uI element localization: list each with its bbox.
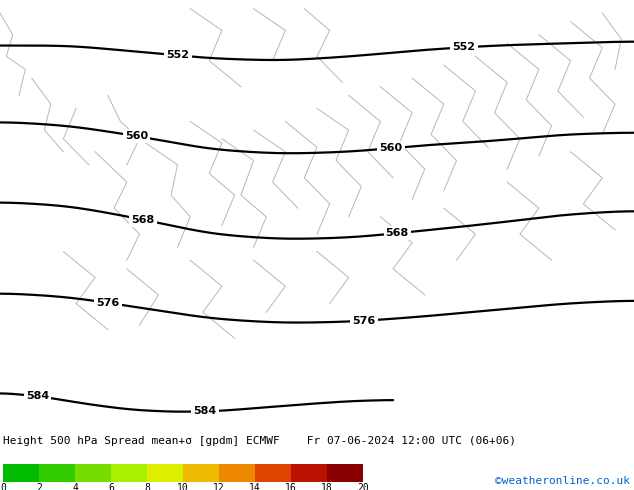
- Text: 568: 568: [131, 215, 155, 225]
- Bar: [147, 464, 183, 482]
- Text: 2: 2: [36, 483, 42, 490]
- Bar: [327, 464, 363, 482]
- Text: 14: 14: [249, 483, 261, 490]
- Text: 4: 4: [72, 483, 78, 490]
- Text: 8: 8: [144, 483, 150, 490]
- Bar: [219, 464, 255, 482]
- Text: 560: 560: [125, 131, 148, 141]
- Text: ©weatheronline.co.uk: ©weatheronline.co.uk: [495, 476, 630, 486]
- Text: 568: 568: [385, 228, 409, 238]
- Text: 10: 10: [177, 483, 189, 490]
- Text: 584: 584: [193, 406, 217, 416]
- Bar: [183, 464, 219, 482]
- Text: Height 500 hPa Spread mean+σ [gpdm] ECMWF    Fr 07-06-2024 12:00 UTC (06+06): Height 500 hPa Spread mean+σ [gpdm] ECMW…: [3, 436, 516, 446]
- Text: 552: 552: [453, 42, 476, 52]
- Bar: [111, 464, 147, 482]
- Bar: [3, 464, 39, 482]
- Bar: [255, 464, 291, 482]
- Text: 12: 12: [213, 483, 225, 490]
- Text: 18: 18: [321, 483, 333, 490]
- Bar: [39, 464, 75, 482]
- Bar: [291, 464, 327, 482]
- Text: 576: 576: [96, 298, 120, 308]
- Bar: [75, 464, 111, 482]
- Text: 20: 20: [357, 483, 369, 490]
- Text: 16: 16: [285, 483, 297, 490]
- Text: 0: 0: [0, 483, 6, 490]
- Text: 560: 560: [379, 143, 403, 153]
- Text: 6: 6: [108, 483, 114, 490]
- Text: 584: 584: [26, 392, 49, 401]
- Text: 552: 552: [167, 50, 190, 60]
- Text: 576: 576: [353, 316, 375, 326]
